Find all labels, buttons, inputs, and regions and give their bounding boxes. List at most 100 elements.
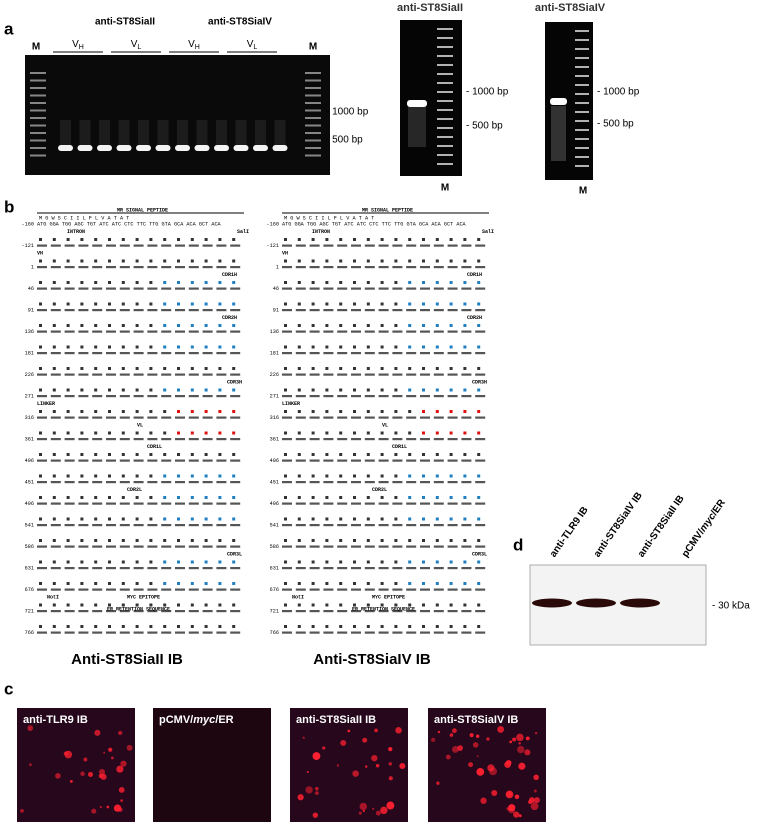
residue [408,539,412,542]
residue [435,302,439,306]
codon [216,502,227,505]
codon [106,524,116,527]
codon [37,373,47,376]
codon [392,438,403,441]
codon [106,395,116,398]
codon [202,610,213,613]
residue [163,259,167,263]
ladder-band [305,117,321,119]
sequence-annotation: CDR2L [372,487,387,493]
codon [323,287,334,290]
residue [449,259,453,263]
codon [216,567,227,570]
codon [378,481,389,484]
residue [297,625,301,628]
residue [463,582,467,585]
codon [295,330,306,333]
residue [380,410,384,413]
codon [92,631,103,634]
codon [309,266,320,269]
codon [406,244,417,247]
residue [204,625,208,628]
codon [50,524,61,527]
residue [232,388,236,392]
residue [52,560,56,564]
residue [353,259,356,263]
codon [161,330,172,333]
residue [177,474,180,478]
codon [78,459,89,462]
codon [188,395,199,398]
cell [106,805,110,809]
codon [202,352,213,355]
fluorescence-image [153,708,271,822]
residue [297,431,301,435]
codon [420,459,430,462]
residue [422,238,425,241]
residue [463,281,467,284]
sequence-annotation: CDR2H [467,315,482,321]
gel [25,55,330,175]
residue [463,238,467,241]
residue [39,238,42,241]
residue [39,281,42,284]
residue [232,474,236,478]
position-number: 766 [25,630,34,636]
codon [202,287,213,290]
cell [118,730,123,736]
codon [475,481,486,484]
smear [138,120,149,145]
codon [323,588,334,591]
residue [218,517,222,521]
residue [435,324,439,327]
residue [121,388,125,392]
residue [149,388,153,392]
residue [94,302,98,306]
residue [463,453,467,456]
codon [475,610,486,613]
residue [394,238,398,241]
residue [149,474,153,478]
codon [433,588,444,591]
residue [394,302,398,306]
dna-band [58,145,73,151]
residue [422,539,425,542]
codon [378,588,389,591]
codon [461,588,472,591]
residue [366,324,370,327]
ladder-band [305,102,321,104]
residue [80,539,84,542]
residue [422,259,425,263]
codon [364,244,375,247]
codon [309,524,320,527]
residue [311,431,315,435]
residue [204,345,208,349]
residue [339,625,343,628]
residue [39,324,42,327]
dna-band [550,98,567,105]
codon [420,352,430,355]
codon [147,481,158,484]
size-label: - 500 bp [597,119,634,130]
residue [353,324,356,327]
text-part: L [137,44,141,51]
smear [235,120,247,145]
residue [408,302,412,306]
codon [323,502,334,505]
residue [339,539,343,542]
codon [309,545,320,548]
residue [232,539,236,542]
codon [188,545,199,548]
codon [447,395,458,398]
codon [64,502,75,505]
codon [364,438,375,441]
codon [133,287,144,290]
residue [80,367,84,370]
codon [50,481,61,484]
sequence-annotation: CDR3H [227,379,242,385]
cell [375,764,380,768]
codon [337,631,348,634]
residue [163,453,167,456]
cell [340,739,347,746]
codon [420,502,430,505]
